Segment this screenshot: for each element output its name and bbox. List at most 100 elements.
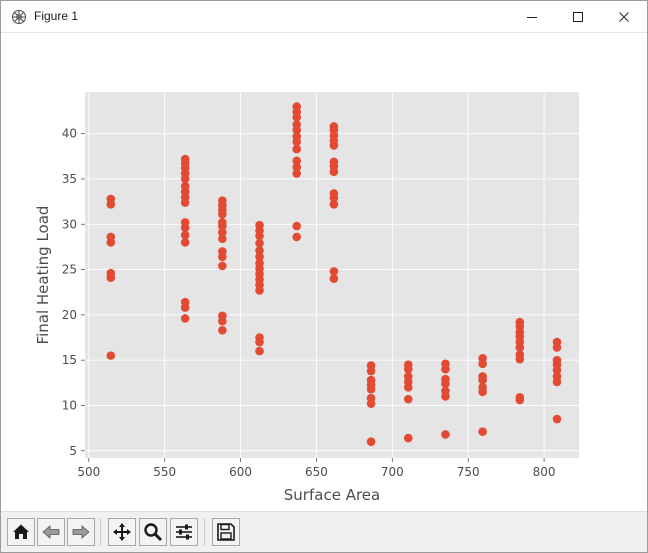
configure-subplots-button[interactable] (170, 518, 198, 546)
data-point (255, 238, 264, 248)
data-point (218, 311, 227, 321)
data-point (106, 194, 116, 204)
x-tick-label: 750 (457, 465, 480, 479)
data-point (218, 247, 227, 256)
figure-canvas[interactable]: 500 550 600 650 700 750 800 5 10 15 20 25 30 35 40 Sur… (1, 33, 647, 511)
window-title: Figure 1 (34, 9, 79, 23)
data-point (218, 228, 227, 237)
y-tick-label: 30 (62, 217, 77, 231)
data-point (218, 234, 227, 244)
grid-lines (85, 92, 579, 458)
data-point (292, 102, 302, 111)
data-point (292, 169, 302, 178)
sliders-icon (176, 524, 192, 540)
x-tick-label: 700 (381, 465, 404, 479)
data-point (552, 414, 562, 424)
data-point (403, 360, 413, 369)
title-bar[interactable]: Figure 1 (1, 1, 647, 33)
tick-labels: 500 550 600 650 700 750 800 5 10 15 20 25 30 35 40 (62, 127, 556, 479)
pan-button[interactable] (108, 518, 136, 546)
data-point (329, 200, 339, 209)
data-point (329, 267, 339, 276)
data-point (180, 154, 190, 164)
pan-move-icon (113, 523, 131, 541)
data-point (255, 220, 264, 230)
zoom-button[interactable] (139, 518, 167, 546)
data-point (403, 372, 413, 381)
data-point (478, 354, 487, 363)
forward-button[interactable] (67, 518, 95, 546)
back-arrow-icon (42, 525, 60, 539)
y-tick-label: 20 (62, 308, 77, 322)
data-point (552, 337, 562, 347)
data-point (366, 437, 376, 446)
data-point (403, 394, 413, 404)
y-tick-label: 35 (62, 172, 77, 186)
data-point (441, 386, 450, 396)
home-button[interactable] (7, 518, 35, 546)
data-point (255, 333, 264, 342)
data-point (403, 433, 413, 443)
save-floppy-icon (217, 523, 235, 541)
scatter-plot: 500 550 600 650 700 750 800 5 10 15 20 25 30 35 40 Sur… (34, 92, 579, 504)
data-point (218, 325, 227, 335)
back-button[interactable] (37, 518, 65, 546)
y-tick-label: 40 (62, 127, 77, 141)
navigation-toolbar (1, 511, 647, 552)
data-point (329, 189, 339, 198)
close-button[interactable] (601, 1, 647, 32)
data-point (218, 261, 227, 271)
data-point (515, 393, 525, 402)
x-tick-label: 550 (153, 465, 176, 479)
close-icon (619, 12, 629, 22)
data-point (292, 156, 302, 166)
maximize-icon (573, 12, 583, 22)
forward-arrow-icon (72, 525, 90, 539)
data-point (255, 246, 264, 255)
data-points (106, 102, 562, 446)
data-point (180, 297, 190, 307)
data-point (329, 274, 339, 283)
home-icon (13, 524, 29, 539)
data-point (478, 383, 487, 392)
data-point (292, 132, 302, 141)
x-axis-label: Surface Area (284, 486, 380, 504)
data-point (366, 393, 376, 403)
data-point (180, 230, 190, 240)
y-axis-label: Final Heating Load (34, 206, 52, 345)
data-point (292, 221, 302, 231)
data-point (180, 238, 190, 247)
toolbar-separator (204, 518, 205, 546)
data-point (255, 346, 264, 356)
app-icon (11, 9, 27, 25)
data-point (292, 162, 302, 172)
data-point (515, 350, 525, 360)
zoom-magnifier-icon (144, 523, 163, 542)
data-point (180, 314, 190, 323)
data-point (255, 258, 264, 268)
data-point (441, 430, 450, 439)
data-point (218, 196, 227, 206)
y-tick-label: 15 (62, 353, 77, 367)
data-point (366, 361, 376, 370)
save-button[interactable] (212, 518, 240, 546)
minimize-button[interactable] (509, 1, 555, 32)
data-point (366, 375, 376, 385)
y-tick-label: 5 (69, 444, 77, 458)
data-point (180, 218, 190, 227)
data-point (441, 374, 450, 384)
data-point (106, 268, 116, 278)
data-point (106, 232, 116, 242)
y-tick-label: 25 (62, 263, 77, 277)
x-tick-label: 600 (229, 465, 252, 479)
data-point (292, 144, 302, 154)
data-point (180, 181, 190, 191)
x-tick-label: 800 (533, 465, 556, 479)
y-tick-label: 10 (62, 398, 77, 412)
data-point (218, 218, 227, 227)
data-point (329, 157, 339, 167)
data-point (478, 372, 487, 381)
data-point (292, 232, 302, 242)
data-point (441, 359, 450, 369)
maximize-button[interactable] (555, 1, 601, 32)
